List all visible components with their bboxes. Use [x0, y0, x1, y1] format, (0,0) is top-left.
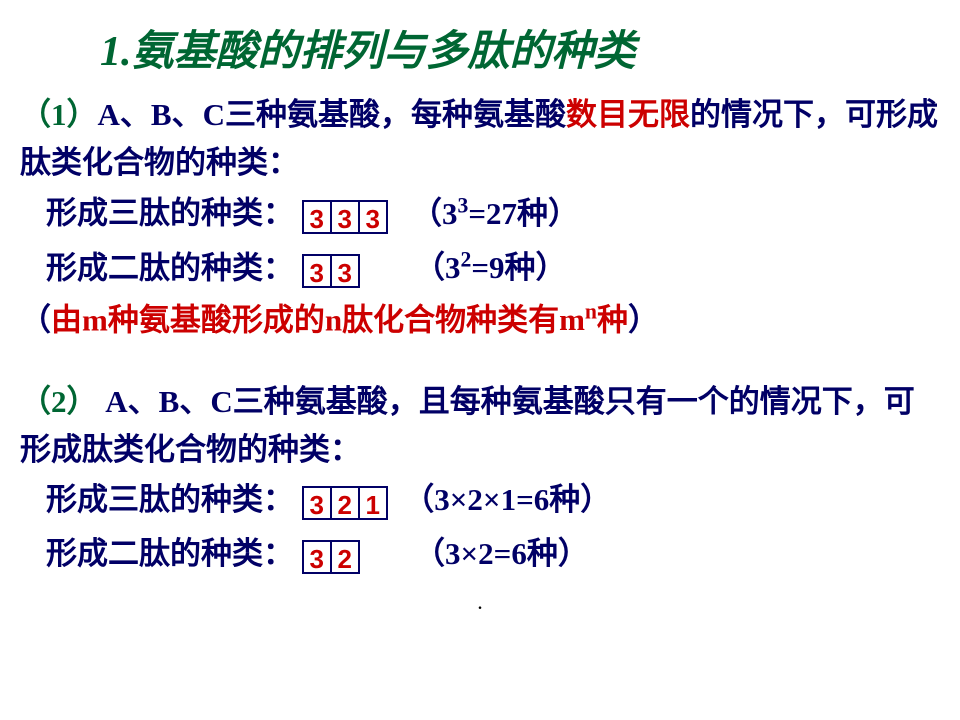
case1-pre: A、B、C三种氨基酸，每种氨基酸: [98, 97, 566, 132]
title-number: 1.: [100, 29, 132, 75]
box-cell: 3: [358, 200, 388, 234]
box-cell: 3: [302, 540, 332, 574]
case2-tri-result: （3×2×1=6种）: [403, 482, 611, 517]
case2-tri-boxes: 321: [302, 480, 388, 528]
box-cell: 2: [330, 540, 360, 574]
case2-di-label: 形成二肽的种类：: [46, 536, 294, 571]
box-cell: 3: [302, 200, 332, 234]
case2-di-result: （3×2=6种）: [414, 536, 589, 571]
case2-di-boxes: 32: [302, 534, 360, 582]
box-cell: 3: [302, 486, 332, 520]
case2-tri-row: 形成三肽的种类： 321 （3×2×1=6种）: [46, 476, 940, 528]
case1-intro: （1）A、B、C三种氨基酸，每种氨基酸数目无限的情况下，可形成肽类化合物的种类：: [20, 91, 940, 187]
footer-dot: .: [20, 593, 940, 618]
title-text: 氨基酸的排列与多肽的种类: [132, 29, 636, 75]
case1-red: 数目无限: [566, 97, 690, 132]
case1-tri-boxes: 333: [302, 194, 388, 242]
case1-tri-row: 形成三肽的种类： 333 （33=27种）: [46, 189, 940, 241]
case2-label: （2）: [20, 384, 98, 419]
page-title: 1.氨基酸的排列与多肽的种类: [100, 20, 940, 85]
box-cell: 3: [302, 254, 332, 288]
case1-di-label: 形成二肽的种类：: [46, 250, 294, 285]
box-cell: 2: [330, 486, 360, 520]
case1-di-result: （32=9种）: [414, 250, 567, 285]
spacer: [20, 344, 940, 378]
box-cell: 3: [330, 254, 360, 288]
case1-di-row: 形成二肽的种类： 33 （32=9种）: [46, 244, 940, 296]
case1-tri-result: （33=27种）: [411, 196, 579, 231]
slide-page: 1.氨基酸的排列与多肽的种类 （1）A、B、C三种氨基酸，每种氨基酸数目无限的情…: [0, 0, 960, 720]
case1-tri-label: 形成三肽的种类：: [46, 196, 294, 231]
case2-intro: （2） A、B、C三种氨基酸，且每种氨基酸只有一个的情况下，可形成肽类化合物的种…: [20, 378, 940, 474]
box-cell: 3: [330, 200, 360, 234]
case1-label: （1）: [20, 97, 98, 132]
box-cell: 1: [358, 486, 388, 520]
case2-di-row: 形成二肽的种类： 32 （3×2=6种）: [46, 530, 940, 582]
general-rule: （由m种氨基酸形成的n肽化合物种类有mn种）: [20, 296, 940, 344]
case1-di-boxes: 33: [302, 248, 360, 296]
case2-tri-label: 形成三肽的种类：: [46, 482, 294, 517]
case2-text: A、B、C三种氨基酸，且每种氨基酸只有一个的情况下，可形成肽类化合物的种类：: [20, 384, 915, 467]
